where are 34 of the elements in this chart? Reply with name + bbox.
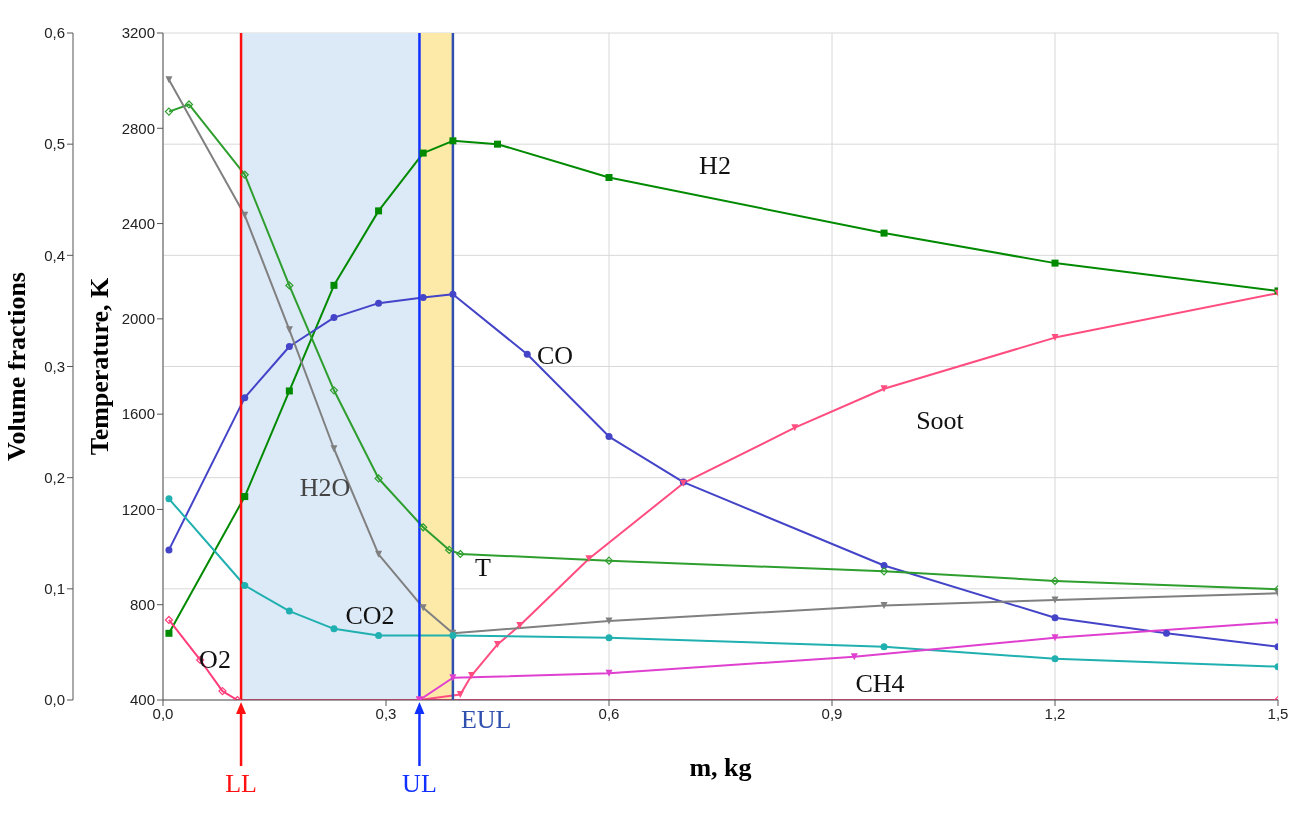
series-label: Soot	[916, 405, 965, 435]
y2-axis-title: Temperature, K	[85, 276, 115, 456]
x-tick-label: 0,3	[375, 704, 397, 722]
series-label: O2	[199, 644, 231, 674]
y-tick-label: 0,1	[44, 580, 65, 598]
y2-tick-label: 1200	[121, 500, 155, 518]
series-label: CH4	[855, 668, 905, 698]
y-tick-label: 0,2	[44, 468, 65, 486]
x-tick-label: 1,5	[1267, 704, 1289, 722]
x-tick-label: 0,9	[821, 704, 843, 722]
ref-line-label: LL	[225, 769, 257, 798]
x-tick-label: 0,6	[598, 704, 620, 722]
x-tick-label: 0,0	[152, 704, 174, 722]
y-tick-label: 0,0	[44, 691, 65, 709]
y2-tick-label: 800	[129, 596, 155, 614]
y-tick-label: 0,5	[44, 135, 65, 153]
y2-tick-label: 2800	[121, 119, 155, 137]
series-label: H2O	[299, 472, 351, 502]
y2-tick-label: 400	[129, 691, 155, 709]
series-label: CO	[536, 340, 574, 370]
series-label: H2	[699, 150, 731, 180]
x-axis-title: m, kg	[689, 753, 752, 782]
y2-tick-label: 2400	[121, 214, 155, 232]
y-tick-label: 0,4	[44, 246, 65, 264]
ref-line-label: UL	[402, 769, 437, 798]
y2-tick-label: 1600	[121, 405, 155, 423]
x-tick-label: 1,2	[1044, 704, 1066, 722]
y2-tick-label: 3200	[121, 24, 155, 42]
y-tick-label: 0,3	[44, 357, 65, 375]
ref-line-label: EUL	[460, 705, 512, 734]
series-label: CO2	[345, 600, 395, 630]
series-label: T	[475, 552, 492, 582]
y2-tick-label: 2000	[121, 310, 155, 328]
y-tick-label: 0,6	[44, 24, 65, 42]
